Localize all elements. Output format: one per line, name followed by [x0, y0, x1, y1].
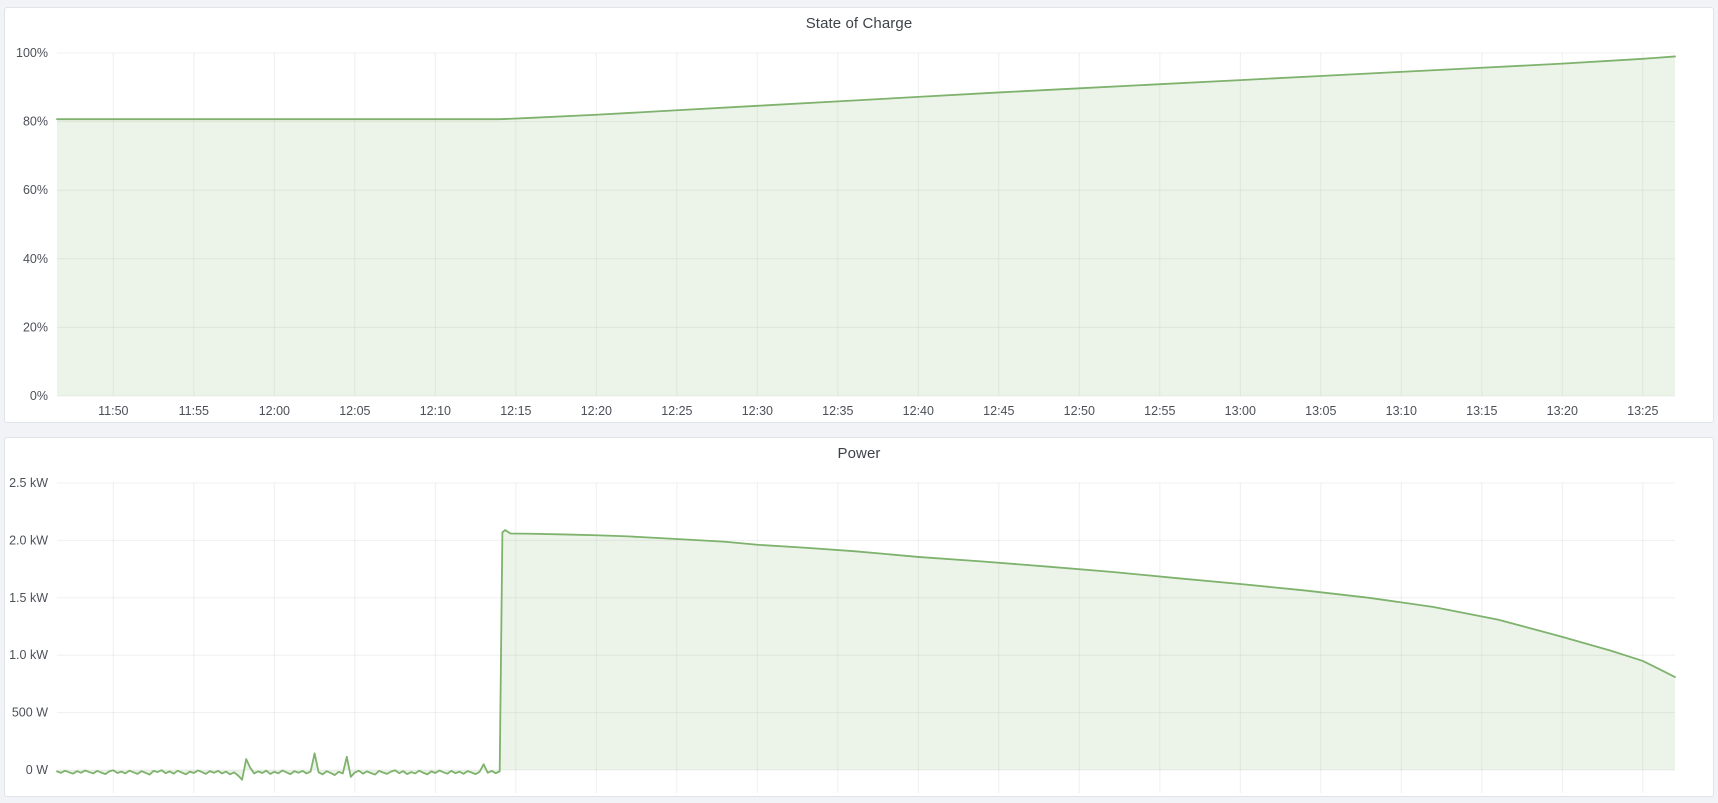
- x-tick-label: 12:05: [339, 404, 370, 418]
- panel-title-power[interactable]: Power: [837, 445, 881, 462]
- x-tick-label: 12:10: [420, 404, 451, 418]
- series-area-fill: [57, 530, 1675, 780]
- power-chart[interactable]: 0 W 500 W 1.0 kW 1.5 kW 2.0 kW 2.5 kW: [5, 438, 1713, 796]
- y-tick-label: 80%: [23, 115, 48, 129]
- x-tick-label: 13:25: [1627, 404, 1658, 418]
- x-tick-label: 12:20: [581, 404, 612, 418]
- x-tick-label: 12:35: [822, 404, 853, 418]
- state-of-charge-chart[interactable]: 0% 20% 40% 60% 80% 100% 11:50 11:55 12:00 12:05 12…: [5, 8, 1713, 422]
- y-tick-label: 2.5 kW: [9, 476, 48, 490]
- x-tick-label: 13:10: [1386, 404, 1417, 418]
- panel-power: Power 0 W 500 W 1.0 kW 1.5 kW 2.0 kW 2.5 kW: [4, 437, 1714, 797]
- x-tick-label: 12:50: [1064, 404, 1095, 418]
- x-tick-label: 12:40: [903, 404, 934, 418]
- x-tick-label: 13:15: [1466, 404, 1497, 418]
- panel-state-of-charge: State of Charge 0% 20% 40% 60% 80% 100% 11:50 1…: [4, 7, 1714, 423]
- y-tick-label: 2.0 kW: [9, 533, 48, 547]
- y-tick-label: 40%: [23, 252, 48, 266]
- y-tick-label: 0%: [30, 389, 48, 403]
- series-area-fill: [57, 56, 1675, 397]
- series-line: [56, 55, 1676, 121]
- y-tick-label: 20%: [23, 320, 48, 334]
- x-tick-label: 12:25: [661, 404, 692, 418]
- x-tick-label: 13:20: [1547, 404, 1578, 418]
- x-tick-label: 12:55: [1144, 404, 1175, 418]
- y-tick-label: 1.5 kW: [9, 591, 48, 605]
- y-tick-label: 0 W: [26, 763, 48, 777]
- x-tick-label: 12:00: [259, 404, 290, 418]
- y-tick-label: 60%: [23, 183, 48, 197]
- y-tick-label: 1.0 kW: [9, 648, 48, 662]
- x-tick-label: 11:50: [98, 404, 128, 418]
- y-tick-label: 500 W: [12, 706, 48, 720]
- x-tick-label: 11:55: [179, 404, 209, 418]
- x-tick-label: 12:30: [742, 404, 773, 418]
- x-tick-label: 12:15: [500, 404, 531, 418]
- series-line: [56, 529, 1676, 781]
- panel-title-state-of-charge[interactable]: State of Charge: [805, 15, 913, 32]
- x-tick-label: 12:45: [983, 404, 1014, 418]
- x-tick-label: 13:00: [1225, 404, 1256, 418]
- y-tick-label: 100%: [16, 46, 48, 60]
- x-tick-label: 13:05: [1305, 404, 1336, 418]
